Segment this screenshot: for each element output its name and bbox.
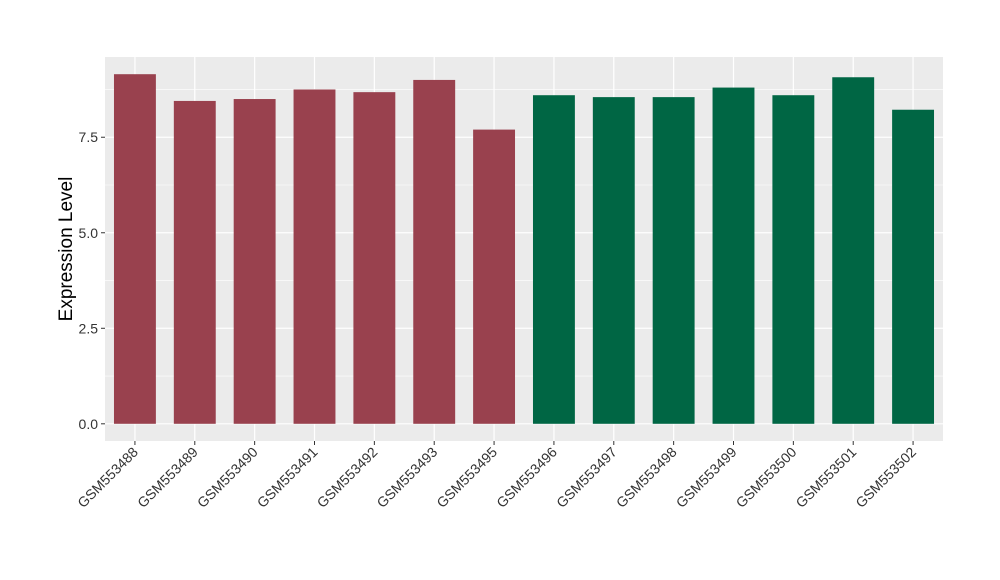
bar-GSM553488 xyxy=(113,74,156,424)
x-tick-label: GSM553488 xyxy=(74,444,141,511)
x-tick-label: GSM553495 xyxy=(433,444,500,511)
x-tick-label: GSM553492 xyxy=(314,444,381,511)
x-tick-label: GSM553500 xyxy=(733,444,800,511)
y-axis-title: Expression Level xyxy=(56,177,77,322)
y-tick-label: 2.5 xyxy=(79,320,99,336)
bar-GSM553495 xyxy=(473,129,516,424)
y-tick-label: 0.0 xyxy=(79,416,99,432)
bar-GSM553490 xyxy=(233,99,276,424)
bar-GSM553500 xyxy=(772,95,815,424)
bar-GSM553493 xyxy=(413,79,456,424)
y-tick-label: 7.5 xyxy=(79,129,99,145)
bar-GSM553492 xyxy=(353,92,396,424)
x-tick-label: GSM553490 xyxy=(194,444,261,511)
y-axis: 0.0 2.5 5.0 7.5 xyxy=(79,129,105,432)
bar-GSM553489 xyxy=(173,100,216,424)
x-tick-label: GSM553493 xyxy=(373,444,440,511)
bars xyxy=(113,74,935,424)
bar-GSM553491 xyxy=(293,89,336,424)
x-tick-label: GSM553496 xyxy=(493,444,560,511)
bar-GSM553501 xyxy=(832,77,875,424)
x-tick-label: GSM553489 xyxy=(134,444,201,511)
bar-GSM553497 xyxy=(592,97,635,424)
x-tick-label: GSM553502 xyxy=(852,444,919,511)
bar-GSM553498 xyxy=(652,97,695,424)
x-tick-label: GSM553491 xyxy=(254,444,321,511)
x-tick-label: GSM553499 xyxy=(673,444,740,511)
x-axis: GSM553488GSM553489GSM553490GSM553491GSM5… xyxy=(74,441,919,511)
y-tick-label: 5.0 xyxy=(79,225,99,241)
plot-panel xyxy=(105,57,943,441)
x-tick-label: GSM553498 xyxy=(613,444,680,511)
bar-GSM553499 xyxy=(712,87,755,424)
bar-GSM553502 xyxy=(892,109,935,424)
bar-GSM553496 xyxy=(532,95,575,424)
x-tick-label: GSM553501 xyxy=(792,444,859,511)
x-tick-label: GSM553497 xyxy=(553,444,620,511)
